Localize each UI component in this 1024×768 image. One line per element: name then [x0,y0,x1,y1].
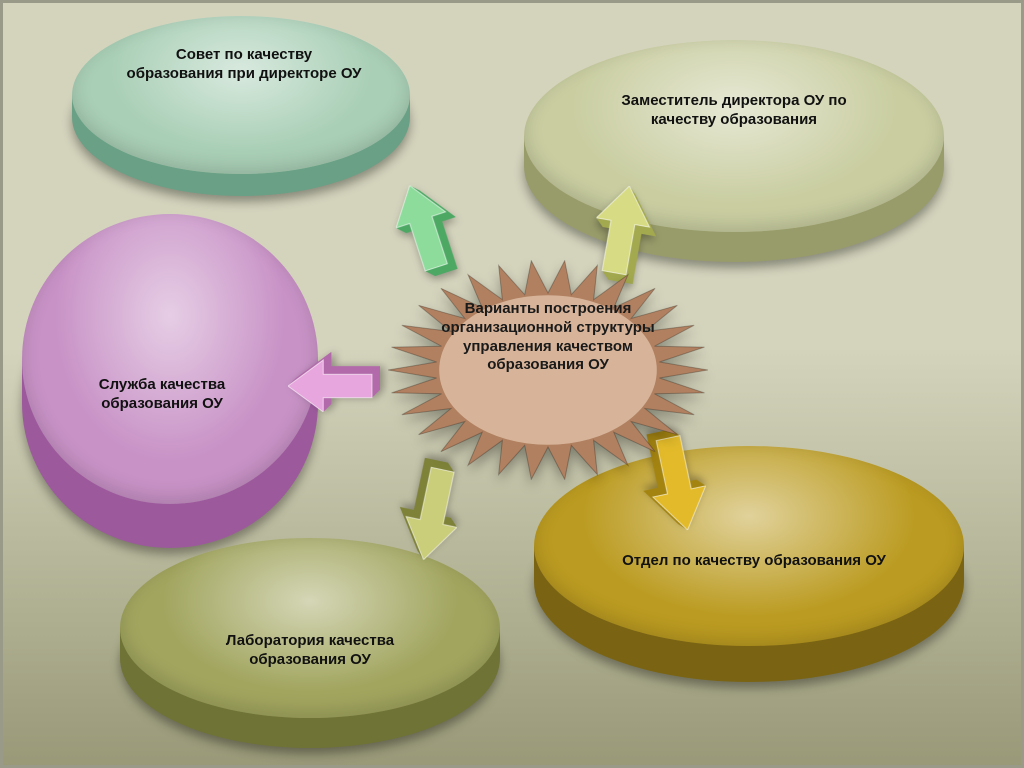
label-center: Варианты построения организационной стру… [414,300,682,430]
label-lab: Лаборатория качества образования ОУ [190,632,430,692]
label-council: Совет по качеству образования при директ… [126,46,362,126]
disc-top [22,214,318,504]
label-service: Служба качества образования ОУ [62,376,262,446]
label-dept: Отдел по качеству образования ОУ [604,552,904,602]
arrow-to-service [288,352,380,412]
label-deputy: Заместитель директора ОУ по качеству обр… [588,92,880,182]
